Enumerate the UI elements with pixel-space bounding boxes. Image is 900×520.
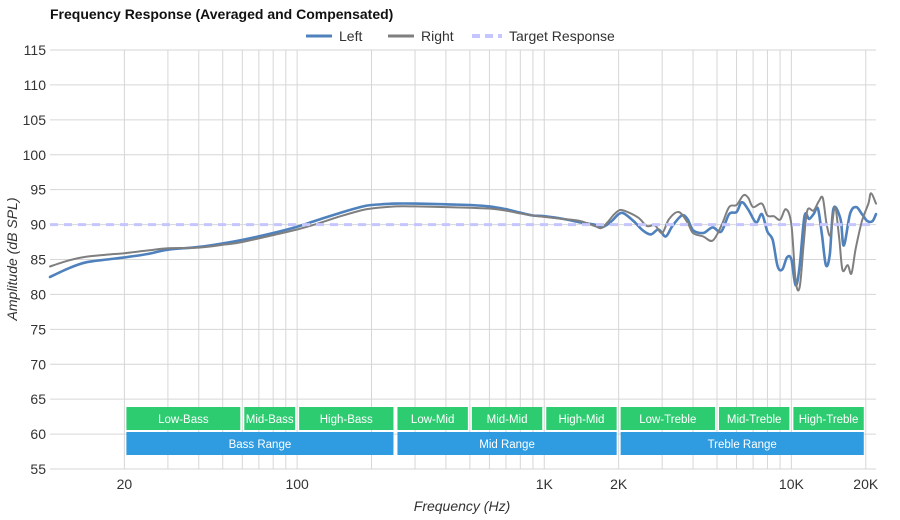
y-tick-label: 80 bbox=[30, 286, 46, 302]
band-label: Low-Bass bbox=[158, 414, 209, 426]
x-tick-label: 20 bbox=[117, 476, 133, 492]
band-label: High-Mid bbox=[558, 414, 604, 426]
band-high-bass: High-Bass bbox=[299, 407, 394, 430]
band-low-treble: Low-Treble bbox=[620, 407, 715, 430]
band-mid-mid: Mid-Mid bbox=[471, 407, 543, 430]
y-tick-label: 60 bbox=[30, 426, 46, 442]
band-rect bbox=[546, 407, 617, 430]
chart-series bbox=[48, 192, 878, 292]
legend-label: Target Response bbox=[509, 28, 615, 44]
band-label: Low-Mid bbox=[411, 414, 454, 426]
series-line-left bbox=[48, 200, 878, 287]
chart-grid bbox=[50, 49, 876, 470]
x-tick-label: 20K bbox=[853, 476, 879, 492]
legend-item-right: Right bbox=[388, 28, 454, 44]
band-rect bbox=[620, 407, 715, 430]
band-rect bbox=[620, 432, 864, 455]
band-mid-range: Mid Range bbox=[397, 432, 617, 455]
y-tick-label: 85 bbox=[30, 252, 46, 268]
y-tick-label: 65 bbox=[30, 391, 46, 407]
legend-label: Right bbox=[421, 28, 454, 44]
band-label: Mid-Treble bbox=[727, 414, 782, 426]
band-mid-bass: Mid-Bass bbox=[244, 407, 296, 430]
band-low-bass: Low-Bass bbox=[126, 407, 241, 430]
y-axis-ticks: 55 60 65 70 75 80 85 90 95 100 105 110 115 bbox=[23, 42, 47, 477]
band-rect bbox=[471, 407, 543, 430]
x-tick-label: 2K bbox=[610, 476, 628, 492]
x-axis-ticks: 20 100 1K 2K 10K 20K bbox=[117, 476, 879, 492]
band-rect bbox=[397, 407, 468, 430]
y-tick-label: 110 bbox=[24, 77, 47, 93]
y-tick-label: 95 bbox=[30, 182, 46, 198]
legend-item-target-response: Target Response bbox=[472, 28, 615, 44]
band-mid-treble: Mid-Treble bbox=[718, 407, 790, 430]
band-rect bbox=[126, 432, 394, 455]
y-tick-label: 105 bbox=[23, 112, 47, 128]
series-line-right bbox=[49, 192, 877, 292]
frequency-bands: Low-Bass Mid-Bass High-Bass Low-Mid Mid-Mid H… bbox=[126, 407, 864, 455]
band-label: Treble Range bbox=[708, 439, 777, 451]
x-axis-label: Frequency (Hz) bbox=[414, 498, 510, 514]
y-axis-label: Amplitude (dB SPL) bbox=[4, 198, 20, 322]
band-label: Mid Range bbox=[479, 439, 535, 451]
chart-legend: Left Right Target Response bbox=[306, 28, 615, 44]
y-tick-label: 55 bbox=[30, 461, 46, 477]
y-tick-label: 100 bbox=[23, 147, 47, 163]
band-rect bbox=[793, 407, 864, 430]
band-low-mid: Low-Mid bbox=[397, 407, 468, 430]
band-label: Bass Range bbox=[229, 439, 292, 451]
chart-title: Frequency Response (Averaged and Compens… bbox=[50, 6, 393, 22]
band-rect bbox=[397, 432, 617, 455]
band-treble-range: Treble Range bbox=[620, 432, 864, 455]
band-label: High-Bass bbox=[320, 414, 373, 426]
band-rect bbox=[299, 407, 394, 430]
legend-label: Left bbox=[339, 28, 362, 44]
band-label: Mid-Mid bbox=[487, 414, 528, 426]
band-label: High-Treble bbox=[799, 414, 859, 426]
band-rect bbox=[126, 407, 241, 430]
band-high-treble: High-Treble bbox=[793, 407, 864, 430]
x-tick-label: 10K bbox=[779, 476, 805, 492]
band-label: Low-Treble bbox=[639, 414, 696, 426]
band-rect bbox=[244, 407, 296, 430]
band-rect bbox=[718, 407, 790, 430]
y-tick-label: 75 bbox=[30, 321, 46, 337]
band-high-mid: High-Mid bbox=[546, 407, 617, 430]
legend-item-left: Left bbox=[306, 28, 362, 44]
y-tick-label: 115 bbox=[24, 42, 47, 58]
band-label: Mid-Bass bbox=[246, 414, 294, 426]
x-tick-label: 100 bbox=[285, 476, 309, 492]
y-tick-label: 70 bbox=[30, 356, 46, 372]
x-tick-label: 1K bbox=[536, 476, 554, 492]
y-tick-label: 90 bbox=[30, 217, 46, 233]
band-bass-range: Bass Range bbox=[126, 432, 394, 455]
